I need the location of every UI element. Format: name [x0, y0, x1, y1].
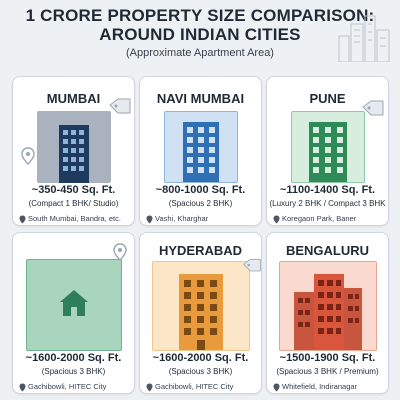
apartment-type: (Spacious 2 BHK) [168, 199, 233, 208]
size-range: ~350-450 Sq. Ft. [31, 184, 116, 196]
city-name: MUMBAI [46, 91, 101, 106]
location-line: South Mumbai, Bandra, etc. [19, 214, 134, 224]
apartment-area-graphic [164, 111, 238, 183]
location-pin-icon [19, 383, 26, 392]
apartment-area-graphic [26, 259, 122, 351]
apartment-type: (Compact 1 BHK/ Studio) [28, 199, 119, 208]
size-range: ~1600-2000 Sq. Ft. [25, 352, 122, 364]
size-range: ~800-1000 Sq. Ft. [155, 184, 246, 196]
price-tag-icon [242, 257, 261, 275]
location-text: South Mumbai, Bandra, etc. [28, 214, 121, 223]
page-title: 1 CRORE PROPERTY SIZE COMPARISON: AROUND… [0, 6, 400, 44]
page-subtitle: (Approximate Apartment Area) [126, 47, 274, 59]
apartment-area-graphic [37, 111, 111, 183]
location-line: Gachibowli, HITEC City [19, 382, 134, 392]
city-card-hyderabad: HYDERABAD ~1600-2000 Sq. Ft. (Spacious 3… [139, 232, 262, 394]
apartment-area-graphic [279, 261, 377, 351]
location-pin-icon [113, 243, 127, 261]
location-text: Vashi, Kharghar [155, 214, 209, 223]
size-range: ~1100-1400 Sq. Ft. [279, 184, 376, 196]
city-skyline-icon [335, 14, 395, 62]
apartment-type: (Luxury 2 BHK / Compact 3 BHK [269, 199, 386, 208]
city-name: PUNE [309, 91, 346, 106]
location-line: Gachibowli, HITEC City [146, 382, 261, 392]
city-card-bengaluru: BENGALURU ~1500-1900 Sq. Ft. (Spacious 3… [266, 232, 389, 394]
location-pin-icon [273, 383, 280, 392]
title-line-2: AROUND INDIAN CITIES [99, 25, 301, 44]
city-card-pune: PUNE ~1100-1400 Sq. Ft. (Luxury 2 BHK / … [266, 76, 389, 226]
city-card-mumbai: MUMBAI ~350-450 Sq. Ft. (Compact 1 BHK/ … [12, 76, 135, 226]
city-name: BENGALURU [285, 243, 370, 258]
home-icon [60, 290, 88, 316]
location-pin-icon [21, 147, 35, 165]
apartment-area-graphic [152, 261, 250, 351]
location-text: Gachibowli, HITEC City [155, 382, 234, 391]
price-tag-icon [361, 99, 385, 119]
apartment-type: (Spacious 3 BHK / Premium) [276, 367, 379, 376]
location-line: Vashi, Kharghar [146, 214, 261, 224]
size-range: ~1600-2000 Sq. Ft. [152, 352, 249, 364]
price-tag-icon [108, 97, 132, 117]
location-text: Koregaon Park, Baner [282, 214, 357, 223]
location-text: Whitefield, Indiranagar [282, 382, 358, 391]
location-line: Whitefield, Indiranagar [273, 382, 388, 392]
size-range: ~1500-1900 Sq. Ft. [279, 352, 376, 364]
title-line-1: 1 CRORE PROPERTY SIZE COMPARISON: [25, 6, 375, 25]
city-name: HYDERABAD [158, 243, 243, 258]
location-pin-icon [146, 383, 153, 392]
location-pin-icon [19, 215, 26, 224]
apartment-area-graphic [291, 111, 365, 183]
location-pin-icon [146, 215, 153, 224]
apartment-type: (Spacious 3 BHK) [168, 367, 233, 376]
city-card-spacious: ~1600-2000 Sq. Ft. (Spacious 3 BHK) Gach… [12, 232, 135, 394]
city-card-navi-mumbai: NAVI MUMBAI ~800-1000 Sq. Ft. (Spacious … [139, 76, 262, 226]
apartment-type: (Spacious 3 BHK) [41, 367, 106, 376]
city-name: NAVI MUMBAI [156, 91, 245, 106]
location-text: Gachibowli, HITEC City [28, 382, 107, 391]
location-pin-icon [273, 215, 280, 224]
location-line: Koregaon Park, Baner [273, 214, 388, 224]
